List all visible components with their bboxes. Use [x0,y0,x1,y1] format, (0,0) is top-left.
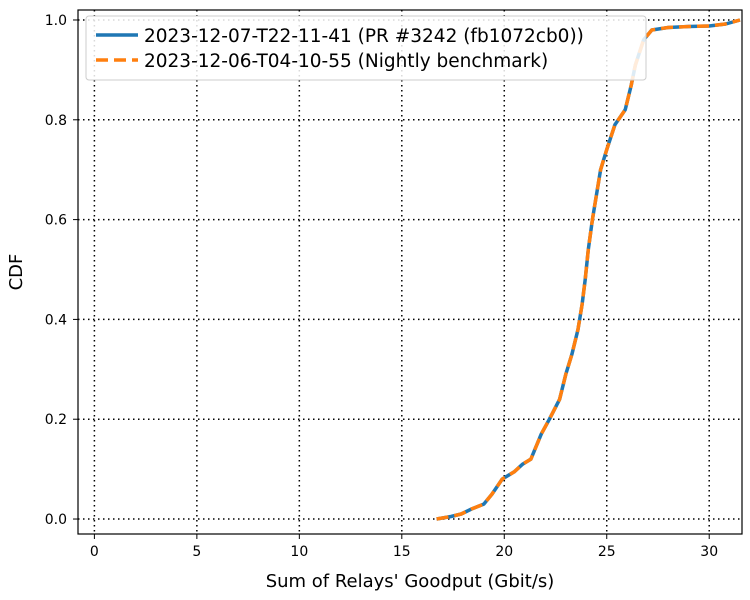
series-line-0 [436,18,741,521]
x-tick-label-5: 25 [598,544,616,560]
y-tick-label-4: 0.8 [45,113,67,129]
x-tick-label-2: 10 [290,544,308,560]
series-lines [436,18,741,521]
plot-frame [77,9,743,535]
legend-label-pr: 2023-12-07-T22-11-41 (PR #3242 (fb1072cb… [144,26,584,47]
x-tick-label-4: 20 [495,544,513,560]
x-tick-label-6: 30 [700,544,718,560]
grid [78,10,742,534]
x-tick-label-0: 0 [90,544,99,560]
series-line-1 [436,18,741,521]
legend-box [85,15,647,81]
x-axis-label: Sum of Relays' Goodput (Gbit/s) [266,571,555,592]
x-tick-label-3: 15 [393,544,411,560]
y-tick-label-2: 0.4 [45,312,67,328]
x-tick-label-1: 5 [192,544,201,560]
y-axis-label: CDF [6,254,27,291]
y-tick-label-5: 1.0 [45,13,67,29]
legend: 2023-12-07-T22-11-41 (PR #3242 (fb1072cb… [85,15,647,81]
y-tick-label-0: 0.0 [45,512,67,528]
legend-label-nightly: 2023-12-06-T04-10-55 (Nightly benchmark) [144,51,548,72]
y-tick-label-3: 0.6 [45,213,67,229]
axis-ticks: 0 5 10 15 20 25 30 0.0 0.2 0.4 0.6 0.8 1.0 [45,13,718,560]
y-tick-label-1: 0.2 [45,412,67,428]
